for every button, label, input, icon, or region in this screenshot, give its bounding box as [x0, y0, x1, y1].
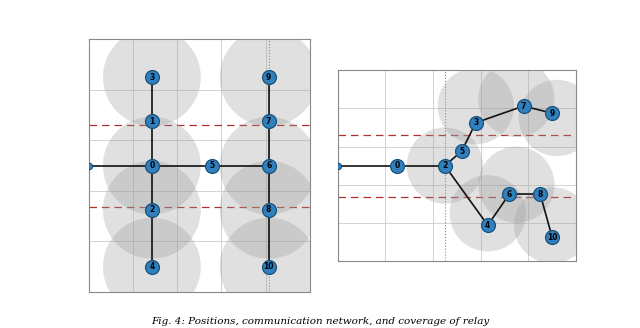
Text: 0: 0: [149, 161, 154, 170]
Circle shape: [478, 61, 554, 137]
Text: 8: 8: [266, 205, 271, 214]
Text: 10: 10: [547, 233, 557, 242]
Text: Fig. 4: Positions, communication network, and coverage of relay: Fig. 4: Positions, communication network…: [151, 318, 489, 326]
Circle shape: [220, 218, 317, 316]
Circle shape: [103, 161, 201, 259]
Text: 8: 8: [538, 190, 543, 199]
Text: 3: 3: [149, 73, 154, 82]
Text: 2: 2: [149, 205, 154, 214]
Text: 2: 2: [442, 161, 447, 170]
Circle shape: [438, 68, 514, 144]
Text: 4: 4: [485, 221, 490, 230]
Circle shape: [514, 187, 590, 263]
Circle shape: [220, 161, 317, 259]
Text: 9: 9: [266, 73, 271, 82]
Circle shape: [478, 147, 554, 223]
Text: 5: 5: [209, 161, 214, 170]
Circle shape: [519, 80, 595, 156]
Text: 3: 3: [473, 118, 479, 127]
Circle shape: [220, 28, 317, 126]
Text: 6: 6: [507, 190, 512, 199]
Circle shape: [220, 117, 317, 215]
Text: 7: 7: [266, 117, 271, 126]
Text: 5: 5: [459, 147, 464, 156]
Text: 9: 9: [550, 109, 555, 118]
Text: 4: 4: [149, 262, 154, 271]
Text: 7: 7: [521, 102, 526, 111]
Text: 0: 0: [394, 161, 400, 170]
Text: 6: 6: [266, 161, 271, 170]
Circle shape: [103, 28, 201, 126]
Circle shape: [103, 218, 201, 316]
Circle shape: [103, 117, 201, 215]
Text: 10: 10: [264, 262, 274, 271]
Circle shape: [450, 175, 526, 252]
Circle shape: [406, 128, 483, 204]
Text: 1: 1: [149, 117, 154, 126]
